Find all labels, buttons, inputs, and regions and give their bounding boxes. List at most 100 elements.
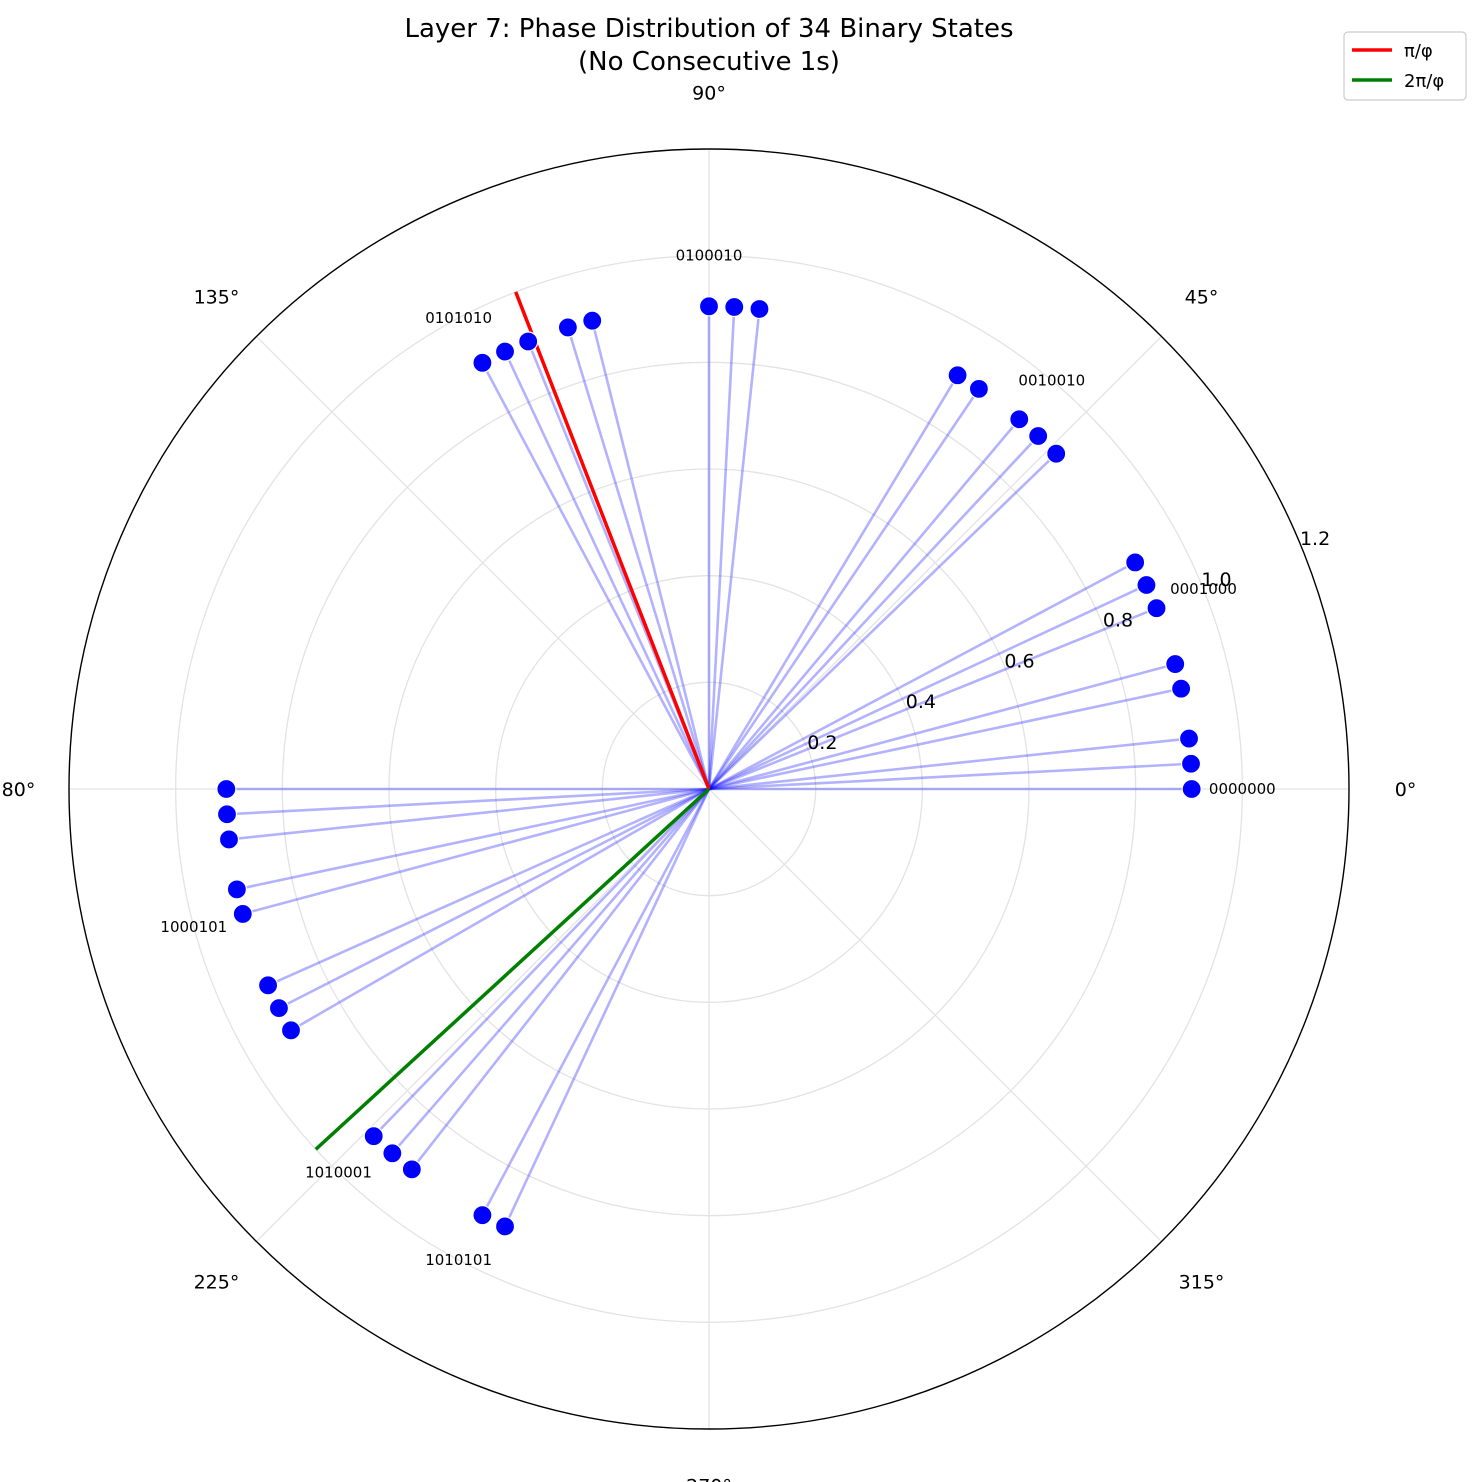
state-annotation: 0010010 (1018, 371, 1085, 389)
state-stem (226, 787, 710, 816)
state-stem (290, 787, 710, 1032)
state-stem (707, 308, 761, 790)
state-point (749, 298, 770, 320)
state-stem (481, 788, 711, 1216)
state-stem (708, 452, 1058, 790)
state-point (1136, 574, 1157, 596)
legend: π/φ 2π/φ (1343, 31, 1467, 101)
state-point (401, 1159, 422, 1180)
polar-grid (68, 148, 1350, 1430)
state-point (1171, 678, 1192, 699)
state-point (472, 1205, 493, 1226)
state-stems (226, 306, 1192, 1227)
state-stem (707, 374, 959, 790)
chart-subtitle: (No Consecutive 1s) (578, 47, 840, 77)
state-stem (228, 787, 710, 841)
state-point (1028, 425, 1049, 447)
state-points (216, 296, 1202, 1237)
state-stem (242, 787, 710, 916)
angle-tick-label: 90° (692, 82, 726, 104)
state-point (226, 879, 247, 900)
state-point (1146, 598, 1167, 619)
radial-tick-label: 0.8 (1103, 610, 1133, 632)
legend-label-pi-phi: π/φ (1404, 41, 1433, 62)
state-point (518, 331, 539, 352)
state-point (968, 378, 990, 399)
reference-line-2pi-phi (314, 787, 711, 1151)
reference-line-pi-phi (514, 291, 711, 790)
angle-tick-label: 135° (194, 286, 240, 308)
state-stem (707, 306, 736, 790)
state-point (724, 296, 745, 318)
state-point (1009, 409, 1030, 430)
state-stem (566, 327, 711, 790)
tick-labels: 0° 45° 90° 135° 180° 225° 270° 315° 0.2 0.4 0.6 0.8… (0, 82, 1416, 1482)
state-point (257, 975, 279, 996)
state-stem (590, 320, 711, 790)
reference-lines (314, 291, 711, 1151)
state-point (1178, 728, 1200, 749)
state-point (698, 296, 720, 317)
polar-outer-frame (68, 148, 1350, 1430)
state-annotation: 0100010 (676, 247, 743, 265)
state-point (382, 1143, 403, 1164)
state-annotation: 0001000 (1170, 580, 1237, 598)
state-stem (708, 687, 1182, 791)
state-annotation: 1000101 (160, 918, 227, 936)
state-stem (503, 351, 711, 790)
state-stem (707, 388, 980, 790)
radial-tick-label: 0.2 (807, 732, 837, 754)
radial-tick-label: 0.4 (906, 691, 936, 713)
state-point (1125, 552, 1146, 573)
angular-gridline (255, 788, 710, 1243)
state-annotation: 0101010 (425, 309, 492, 327)
state-point (494, 1216, 516, 1237)
state-stem (708, 561, 1136, 791)
state-stem (503, 788, 711, 1227)
state-point (218, 829, 240, 850)
state-stem (708, 662, 1176, 791)
state-annotation: 1010101 (425, 1251, 492, 1269)
state-point (1165, 653, 1186, 675)
state-point (1046, 443, 1067, 464)
angular-gridline (708, 788, 1163, 1243)
state-stem (278, 787, 710, 1010)
state-point (216, 804, 238, 825)
state-stem (708, 737, 1190, 791)
state-stem (708, 583, 1147, 791)
state-point (363, 1126, 384, 1147)
angle-tick-label: 270° (686, 1476, 732, 1482)
state-annotation: 1010001 (305, 1164, 372, 1182)
state-point (494, 341, 516, 362)
state-annotations: 0000000 0001000 0010010 0100010 0101010 10001… (160, 247, 1275, 1269)
angle-tick-label: 225° (194, 1272, 240, 1294)
state-stem (708, 606, 1158, 791)
state-stem (708, 435, 1040, 790)
state-stem (708, 418, 1021, 790)
state-point (582, 310, 603, 331)
state-stem (267, 787, 710, 987)
state-point (268, 998, 290, 1019)
state-stem (391, 788, 710, 1155)
chart-title: Layer 7: Phase Distribution of 34 Binary… (404, 14, 1013, 44)
radial-tick-label: 0.6 (1004, 650, 1034, 672)
state-stem (481, 362, 711, 790)
state-stem (410, 788, 711, 1171)
angle-tick-label: 0° (1395, 779, 1417, 801)
state-point (216, 778, 237, 800)
state-stem (236, 787, 710, 891)
radial-tick-label: 1.2 (1300, 528, 1330, 550)
angle-tick-label: 315° (1179, 1272, 1225, 1294)
angle-tick-label: 180° (0, 779, 35, 801)
angle-tick-label: 45° (1185, 286, 1219, 308)
state-point (1181, 778, 1202, 800)
state-point (557, 317, 578, 338)
state-point (1180, 753, 1202, 774)
state-stem (708, 762, 1192, 791)
angular-gridline (255, 335, 710, 790)
state-point (280, 1020, 302, 1041)
state-point (947, 365, 968, 386)
legend-label-2pi-phi: 2π/φ (1404, 71, 1444, 92)
state-point (472, 352, 493, 373)
